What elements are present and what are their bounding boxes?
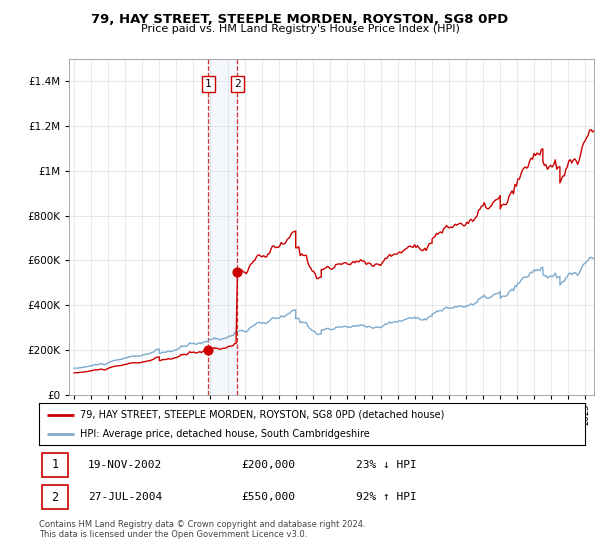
Text: Price paid vs. HM Land Registry's House Price Index (HPI): Price paid vs. HM Land Registry's House … (140, 24, 460, 34)
Text: Contains HM Land Registry data © Crown copyright and database right 2024.
This d: Contains HM Land Registry data © Crown c… (39, 520, 365, 539)
Text: 1: 1 (51, 458, 58, 471)
FancyBboxPatch shape (42, 486, 68, 509)
Point (203, 346, 213, 354)
Text: 2: 2 (51, 491, 58, 504)
Text: 92% ↑ HPI: 92% ↑ HPI (356, 492, 416, 502)
FancyBboxPatch shape (42, 453, 68, 477)
Text: £200,000: £200,000 (241, 460, 295, 470)
Text: 2: 2 (234, 79, 241, 89)
Bar (208, 59, 238, 395)
Text: 79, HAY STREET, STEEPLE MORDEN, ROYSTON, SG8 0PD (detached house): 79, HAY STREET, STEEPLE MORDEN, ROYSTON,… (80, 409, 445, 419)
Text: £550,000: £550,000 (241, 492, 295, 502)
Text: 1: 1 (205, 79, 212, 89)
Point (233, 267, 242, 276)
Text: 27-JUL-2004: 27-JUL-2004 (88, 492, 163, 502)
Text: 79, HAY STREET, STEEPLE MORDEN, ROYSTON, SG8 0PD: 79, HAY STREET, STEEPLE MORDEN, ROYSTON,… (91, 13, 509, 26)
Text: HPI: Average price, detached house, South Cambridgeshire: HPI: Average price, detached house, Sout… (80, 429, 370, 439)
Text: 19-NOV-2002: 19-NOV-2002 (88, 460, 163, 470)
Text: 23% ↓ HPI: 23% ↓ HPI (356, 460, 416, 470)
